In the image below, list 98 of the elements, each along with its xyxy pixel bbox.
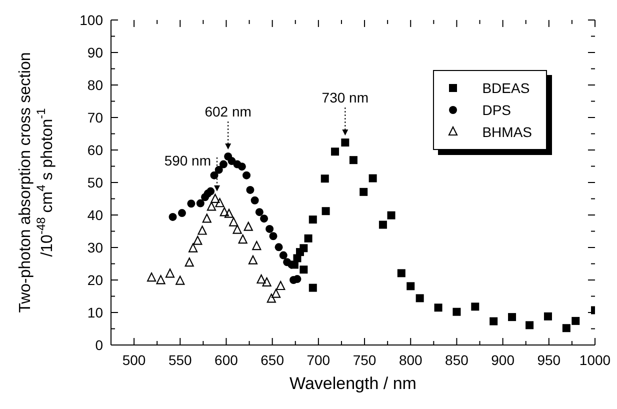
point [206, 202, 216, 211]
point [406, 282, 415, 290]
y-tick-label: 60 [87, 142, 104, 158]
point [508, 313, 516, 322]
x-tick-label: 950 [537, 352, 561, 368]
point [206, 187, 215, 196]
x-tick-label: 800 [398, 352, 423, 368]
point [238, 234, 248, 244]
y-tick-label: 20 [87, 272, 104, 288]
point [156, 275, 166, 284]
x-tick-label: 1000 [579, 352, 611, 368]
point [349, 156, 358, 164]
point [266, 224, 274, 233]
annotation: 730 nm [322, 90, 369, 106]
point [229, 217, 238, 226]
point [262, 277, 272, 286]
legend-label: DPS [482, 102, 511, 118]
point [276, 280, 286, 290]
legend-label: BDEAS [482, 80, 530, 96]
point [255, 208, 264, 216]
point [397, 269, 406, 278]
point [266, 294, 276, 303]
point [219, 160, 228, 168]
point [256, 274, 266, 284]
point [260, 214, 268, 223]
point [246, 186, 254, 194]
point [434, 304, 442, 312]
x-tick-label: 750 [352, 352, 376, 368]
point [378, 220, 387, 229]
point [187, 200, 196, 208]
point [168, 212, 177, 221]
point [193, 236, 202, 245]
annotation: 602 nm [204, 104, 252, 120]
point [252, 240, 262, 250]
point [248, 255, 258, 264]
point [452, 308, 461, 316]
point [293, 275, 302, 284]
point [320, 174, 329, 183]
point [368, 174, 377, 182]
point [202, 214, 212, 223]
point [242, 171, 251, 180]
y-tick-label: 70 [87, 110, 104, 126]
point [215, 198, 224, 208]
point [360, 188, 368, 196]
point [490, 317, 498, 326]
point [274, 243, 283, 252]
point [184, 258, 194, 267]
annotation: 590 nm [164, 152, 212, 168]
point [198, 226, 207, 235]
point [304, 234, 312, 242]
y-tick-label: 40 [87, 207, 104, 223]
point [300, 266, 308, 274]
point [271, 288, 281, 298]
point [526, 321, 534, 330]
point [178, 209, 186, 218]
point [220, 207, 229, 216]
point [300, 244, 308, 252]
y-tick-label: 10 [87, 304, 104, 320]
point [572, 316, 580, 325]
point [147, 272, 156, 282]
point [210, 194, 220, 203]
y-tick-label: 0 [95, 337, 104, 353]
point [416, 294, 424, 302]
x-axis-title: Wavelength / nm [290, 374, 416, 393]
point [322, 207, 330, 216]
point [165, 268, 175, 278]
legend-label: BHMAS [482, 124, 532, 140]
point [176, 276, 185, 285]
point [544, 312, 552, 320]
point [269, 232, 278, 240]
point [244, 222, 253, 231]
point [471, 302, 480, 311]
y-tick-label: 100 [80, 12, 104, 28]
point [250, 196, 259, 204]
point [210, 171, 218, 180]
y-tick-label: 30 [87, 240, 104, 256]
point [238, 162, 246, 171]
point [562, 324, 570, 332]
x-tick-label: 650 [260, 352, 284, 368]
x-tick-label: 600 [214, 352, 238, 368]
point [308, 216, 317, 224]
y-tick-label: 50 [87, 174, 104, 190]
point [308, 284, 317, 292]
point [196, 199, 204, 208]
point [331, 148, 340, 156]
y-tick-label: 90 [87, 44, 104, 60]
point [188, 243, 198, 252]
y-tick-label: 80 [87, 77, 104, 93]
point [387, 211, 396, 220]
x-tick-label: 700 [306, 352, 330, 368]
x-tick-label: 550 [168, 352, 192, 368]
x-tick-label: 500 [122, 352, 146, 368]
point [341, 138, 350, 147]
point [224, 208, 234, 218]
point [279, 251, 288, 260]
x-tick-label: 850 [445, 352, 469, 368]
x-tick-label: 900 [491, 352, 515, 368]
point [232, 224, 242, 234]
